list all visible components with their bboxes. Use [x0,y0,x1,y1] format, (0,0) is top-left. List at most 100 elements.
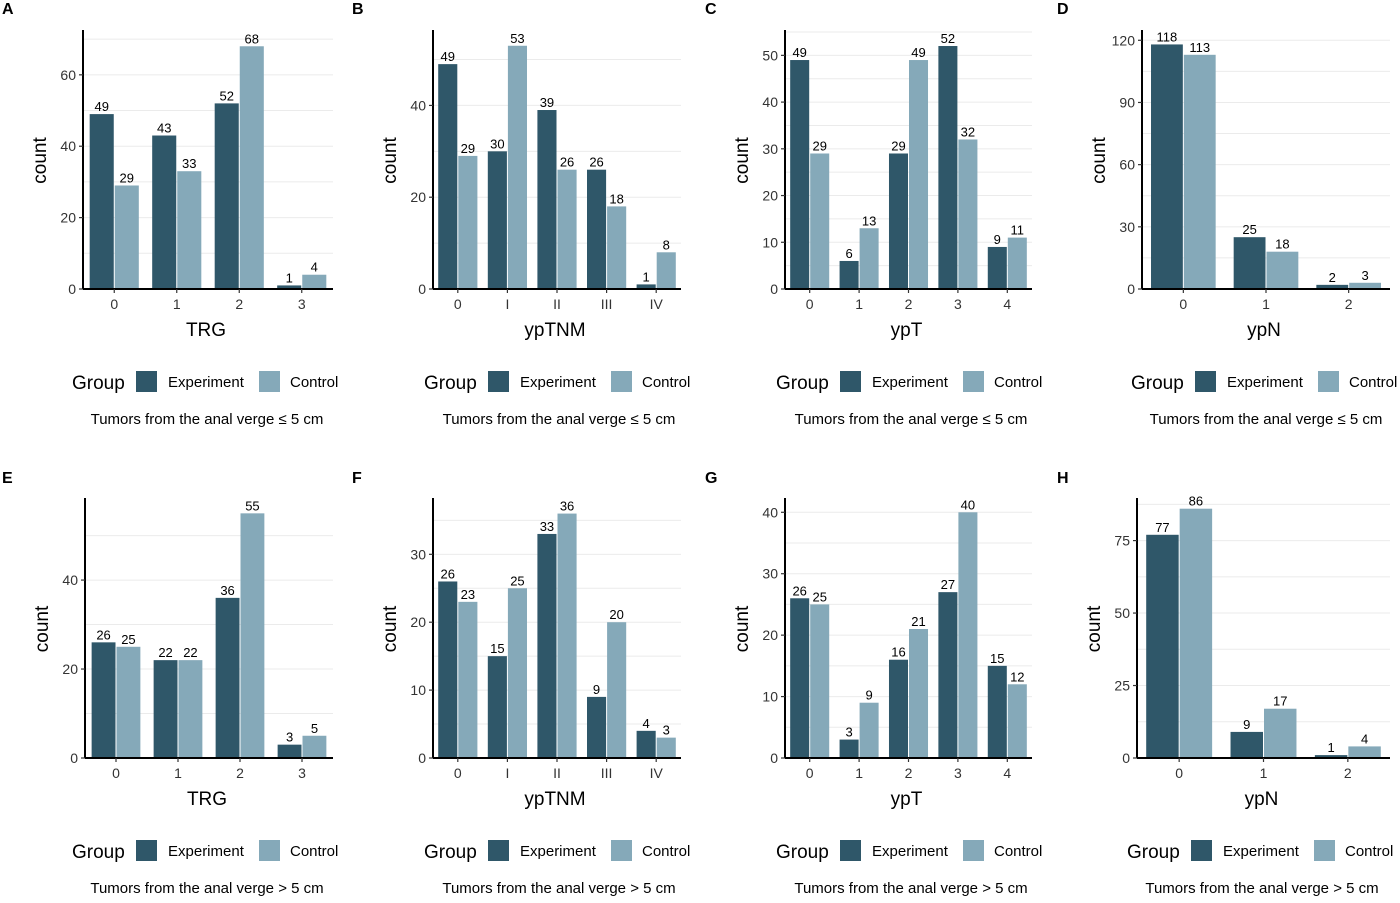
data-label: 43 [157,121,171,136]
legend-label-experiment: Experiment [168,374,245,391]
bar-experiment-3 [938,46,958,289]
bar-control-2 [240,513,265,758]
bar-experiment-1 [839,739,859,758]
bar-control-0 [116,646,141,758]
legend-title: Group [1131,373,1184,394]
legend-key-control [259,840,280,861]
data-label: 22 [183,645,197,660]
data-label: 26 [441,566,455,581]
legend-label-control: Control [1349,374,1397,391]
legend-label-control: Control [290,374,338,391]
data-label: 21 [911,614,925,629]
legend-title: Group [72,373,125,394]
x-tick-label: 1 [855,765,863,781]
bar-experiment-4 [636,284,656,289]
data-label: 8 [663,237,670,252]
bar-experiment-2 [537,533,557,758]
panel-letter: D [1057,1,1069,18]
data-label: 1 [643,269,650,284]
data-label: 49 [94,99,108,114]
data-label: 9 [1243,717,1250,732]
data-label: 9 [994,232,1001,247]
y-tick-label: 40 [762,94,778,110]
data-label: 26 [589,155,603,170]
x-tick-label: I [505,296,509,312]
data-label: 2 [1329,270,1336,285]
data-label: 12 [1010,669,1024,684]
y-tick-label: 10 [410,682,426,698]
bar-control-0 [1183,54,1216,289]
bar-experiment-4 [636,730,656,758]
x-tick-label: II [553,296,561,312]
x-tick-label: 0 [110,296,118,312]
bar-control-4 [656,737,676,758]
x-tick-label: 3 [954,765,962,781]
bar-control-1 [1266,251,1299,289]
y-tick-label: 40 [60,138,76,154]
bar-experiment-0 [438,581,458,758]
legend-label-experiment: Experiment [1223,843,1300,860]
panel-caption: Tumors from the anal verge > 5 cm [1145,880,1378,897]
bar-control-3 [958,512,978,758]
bar-control-2 [909,60,929,289]
bar-experiment-1 [1230,731,1263,758]
x-tick-label: 0 [454,765,462,781]
data-label: 9 [865,688,872,703]
x-tick-label: 1 [174,765,182,781]
y-tick-label: 20 [762,188,778,204]
bar-control-1 [177,171,202,289]
bar-experiment-2 [1314,755,1348,758]
legend-key-experiment [136,371,157,392]
bar-control-2 [557,169,577,289]
data-label: 77 [1155,520,1169,535]
y-tick-label: 0 [1122,750,1130,766]
x-tick-label: IV [650,765,664,781]
bar-experiment-2 [537,110,557,290]
panel-letter: E [2,470,13,487]
y-tick-label: 20 [762,627,778,643]
y-axis-title: count [732,605,753,652]
data-label: 4 [643,716,650,731]
panel-caption: Tumors from the anal verge > 5 cm [90,880,323,897]
bar-control-0 [458,155,478,289]
bar-experiment-4 [987,246,1007,289]
y-axis-title: count [732,137,753,184]
bar-experiment-0 [790,60,810,289]
y-tick-label: 0 [770,750,778,766]
x-tick-label: 2 [235,296,243,312]
data-label: 49 [911,45,925,60]
y-tick-label: 30 [762,566,778,582]
panel-caption: Tumors from the anal verge ≤ 5 cm [91,411,324,428]
x-tick-label: 4 [1003,765,1011,781]
data-label: 40 [961,497,975,512]
y-tick-label: 0 [418,281,426,297]
legend-label-control: Control [642,843,690,860]
y-tick-label: 0 [68,281,76,297]
x-tick-label: 0 [806,765,814,781]
x-tick-label: 0 [1179,296,1187,312]
data-label: 36 [220,583,234,598]
data-label: 25 [510,573,524,588]
x-tick-label: 0 [1175,765,1183,781]
x-tick-label: 1 [855,296,863,312]
panel-letter: F [352,470,362,487]
y-tick-label: 30 [762,141,778,157]
y-axis-title: count [30,137,51,184]
x-tick-label: 2 [1345,296,1353,312]
data-label: 55 [245,498,259,513]
y-tick-label: 30 [1119,219,1135,235]
legend-label-control: Control [290,843,338,860]
panel-caption: Tumors from the anal verge > 5 cm [442,880,675,897]
bar-control-3 [302,735,327,758]
legend-key-control [1314,840,1335,861]
legend-label-control: Control [994,374,1042,391]
bar-control-1 [859,702,879,758]
bar-experiment-0 [1151,44,1183,289]
data-label: 29 [120,170,134,185]
bar-experiment-3 [938,592,958,758]
bar-experiment-1 [487,151,507,289]
y-tick-label: 40 [410,97,426,113]
bar-control-4 [656,252,676,289]
